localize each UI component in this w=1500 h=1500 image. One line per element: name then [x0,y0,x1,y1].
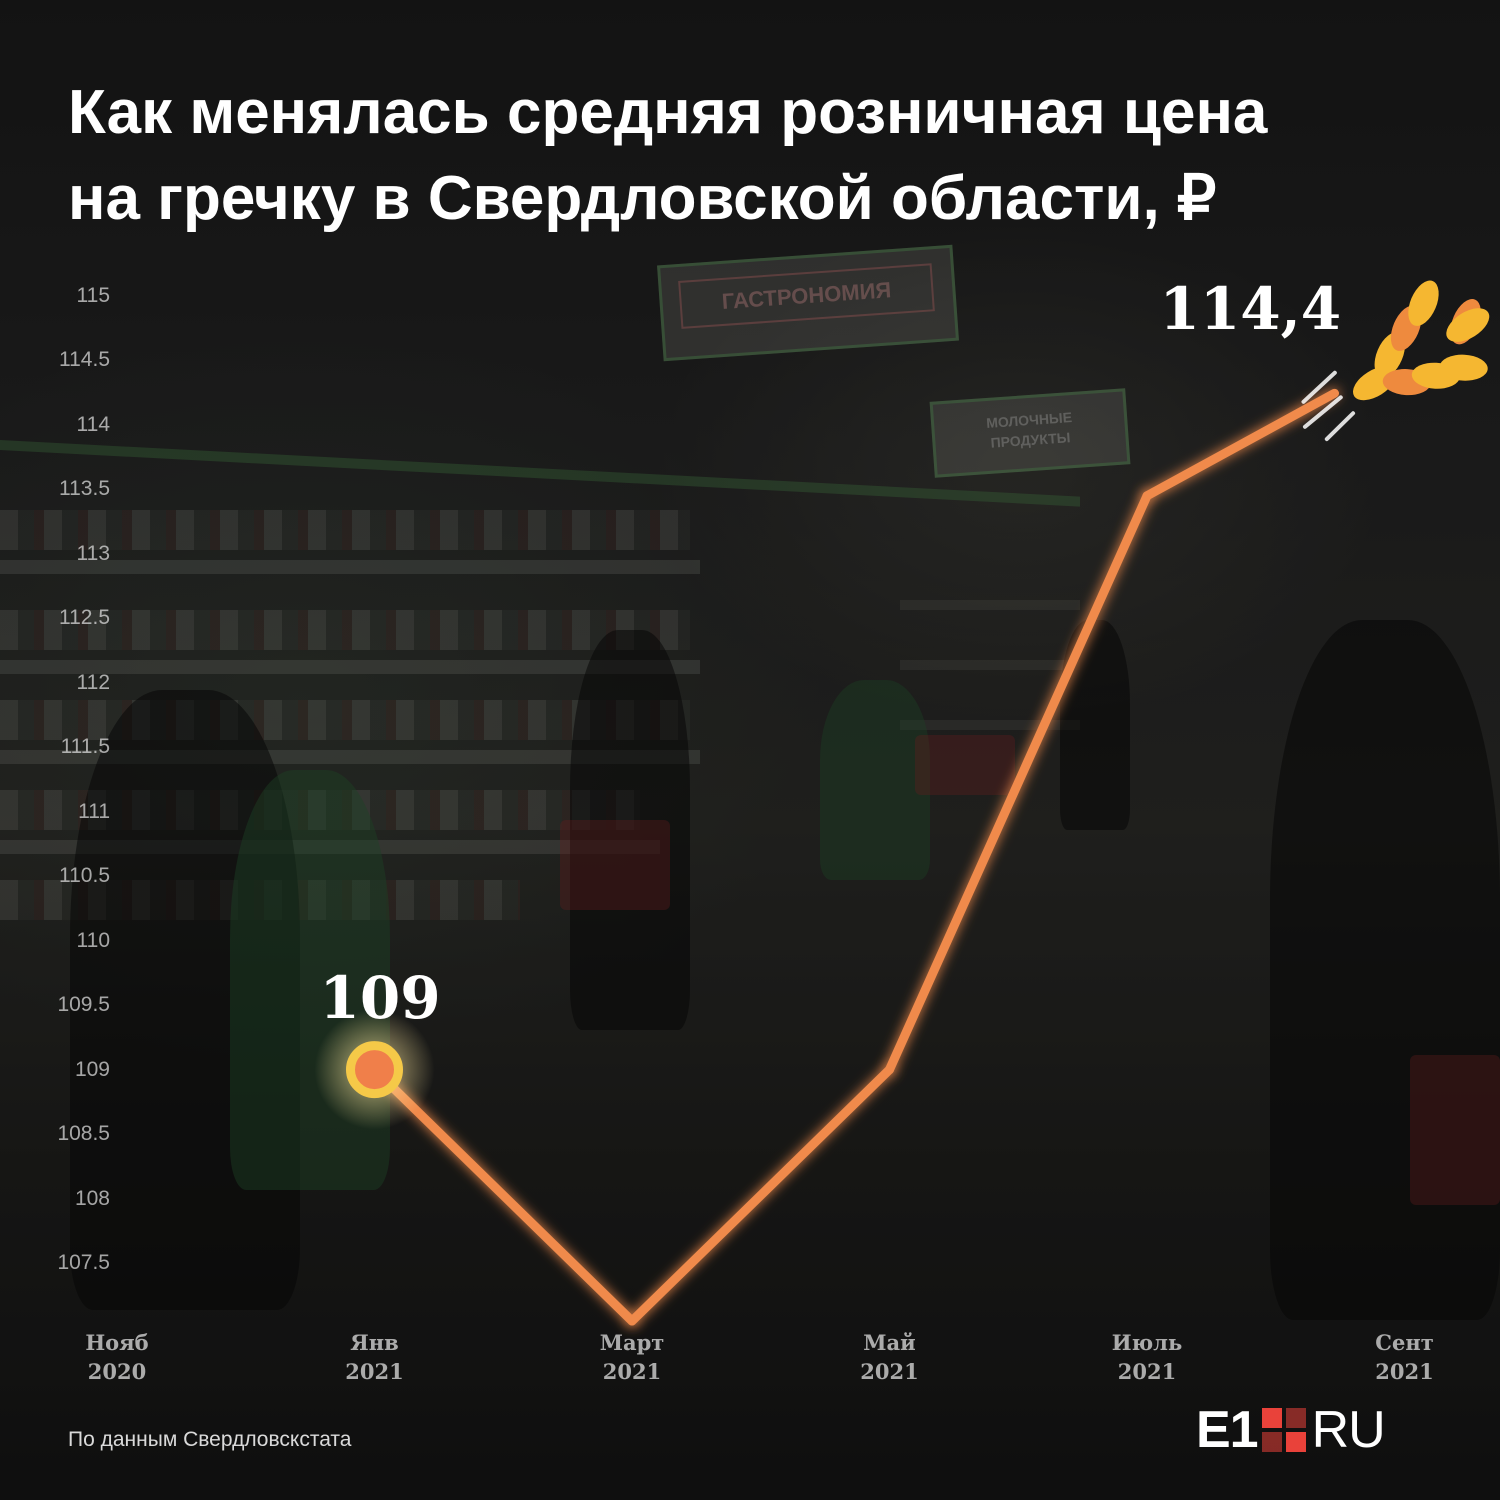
line-segment [1142,388,1339,501]
e1-logo: E1 RU [1196,1400,1386,1460]
x-tick-year: 2021 [345,1359,404,1384]
wheat-grain [1408,280,1439,326]
y-tick-label: 110 [76,928,110,952]
y-tick-label: 114 [76,412,110,436]
y-tick-label: 114.5 [59,348,110,372]
x-tick-year: 2021 [1375,1359,1434,1384]
shelf-goods-row [0,510,690,550]
x-tick-year: 2020 [87,1359,147,1384]
motion-streak [1302,395,1343,429]
shopper-silhouette [1270,620,1500,1320]
price-series [112,388,1339,1326]
shopping-basket [915,735,1015,795]
x-tick-label: Сент 2021 [1335,1328,1475,1386]
source-note: По данным Свердловскстата [68,1428,352,1451]
x-tick-label: Янв 2021 [305,1328,445,1386]
shopper-silhouette [70,690,300,1310]
y-tick-label: 107.5 [57,1251,110,1274]
x-tick-month: Июль [1111,1330,1183,1355]
x-tick-year: 2021 [602,1359,662,1384]
shopper-silhouette [570,630,690,1030]
x-tick-label: Июль 2021 [1077,1328,1217,1386]
y-tick-label: 115 [76,284,110,307]
y-tick-label: 108.5 [57,1122,110,1146]
y-tick-label: 110.5 [59,864,110,888]
y-tick-label: 111 [78,799,110,823]
y-tick-label: 113.5 [59,477,110,501]
y-tick-label: 108 [74,1186,110,1210]
shelf-board [0,560,700,574]
x-tick-year: 2021 [860,1359,919,1384]
y-tick-label: 112.5 [59,606,110,630]
shelf-board [900,600,1080,610]
y-tick-label: 111.5 [60,735,110,759]
motion-streak [1324,411,1356,442]
chart-title-line-1: Как менялась средняя розничная цена [68,78,1268,147]
wheat-grain [1446,308,1490,342]
logo-squares-icon [1261,1408,1306,1452]
shopping-basket [560,820,670,910]
x-tick-label: Май 2021 [820,1328,960,1386]
shelf-goods-row [0,610,690,650]
logo-ru-text: RU [1311,1401,1386,1459]
y-tick-label: 109.5 [57,993,110,1017]
shelf-board [900,660,1080,670]
chart-title-line-2: на гречку в Свердловской области, ₽ [68,164,1217,233]
x-tick-month: Нояб [85,1330,149,1355]
x-tick-month: Янв [350,1330,399,1355]
chart-title: Как менялась средняя розничная цена на г… [68,70,1448,242]
shopping-basket [1410,1055,1500,1205]
data-value-label: 114,4 [1159,275,1342,344]
wheat-grain [1439,354,1488,381]
x-tick-month: Сент [1375,1330,1434,1355]
logo-e1-text: E1 [1196,1401,1259,1459]
motion-streak [1301,370,1337,404]
data-value-label: 109 [319,963,441,1032]
line-segment [885,491,1152,1075]
x-tick-label: Март 2021 [562,1328,702,1386]
data-point-marker [346,1041,403,1099]
x-tick-month: Май [863,1330,916,1355]
shopper-silhouette [820,680,930,880]
shelf-board [900,720,1080,730]
x-tick-month: Март [599,1330,665,1355]
x-tick-year: 2021 [1117,1359,1177,1384]
y-tick-label: 113 [76,541,110,565]
wheat-ear-icon [1301,280,1490,442]
y-tick-label: 112 [76,670,110,694]
shelf-board [0,660,700,674]
line-segment [627,1065,894,1326]
y-tick-label: 109 [74,1057,110,1081]
x-tick-label: Нояб 2020 [47,1328,187,1386]
